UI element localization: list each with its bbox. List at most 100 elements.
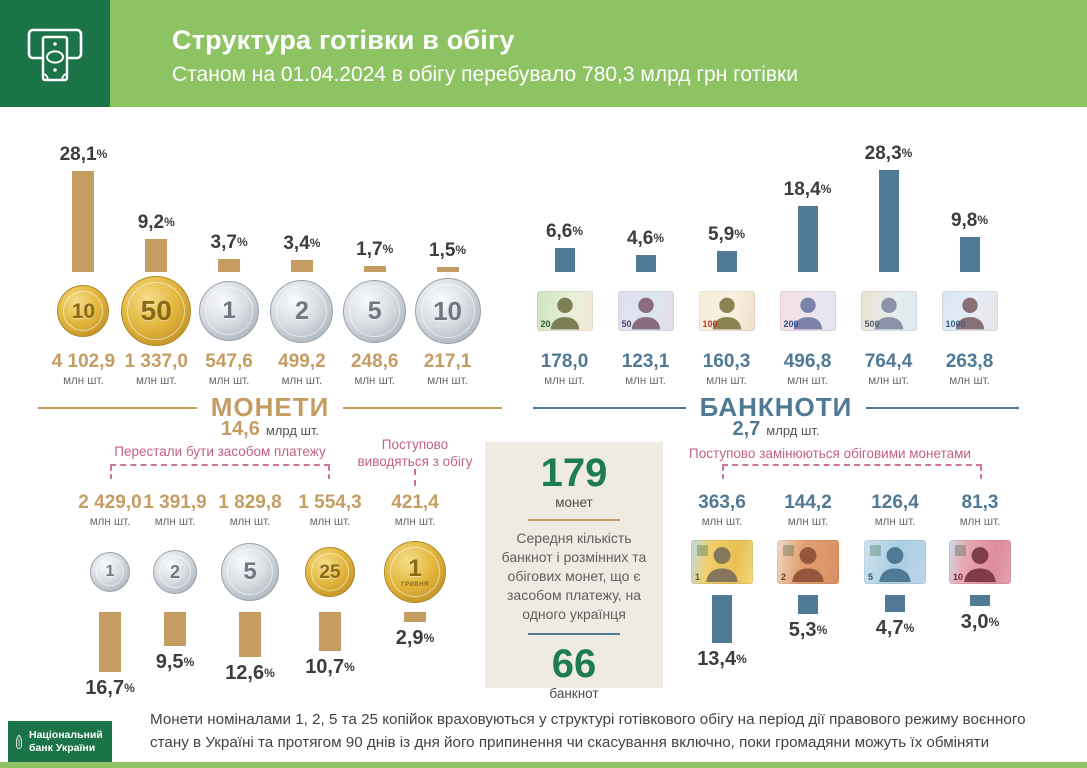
count-unit: млн шт. (354, 375, 396, 387)
coin-50kop-image: 50 (121, 276, 192, 346)
page-subtitle: Станом на 01.04.2024 в обігу перебувало … (172, 63, 798, 86)
banknote-1hrn-image: 1 (691, 540, 753, 584)
count-value: 363,6 (698, 492, 746, 513)
percent-label: 5,9% (707, 223, 746, 245)
coins-per-capita-value: 179 (540, 451, 608, 495)
banknotes-per-capita-value: 66 (551, 642, 597, 687)
coin-col-1hrn: 3,7% 1 547,6 млн шт. (193, 124, 266, 387)
header-logo-square (0, 0, 110, 107)
banknote-2hrn-image: 2 (777, 540, 839, 584)
old-coin-col-1kop: 2 429,0 млн шт. 1 16,7% (75, 488, 145, 700)
cash-withdrawal-icon (27, 28, 83, 81)
coins-section-divider: МОНЕТИ (38, 392, 503, 423)
banknotes-bar (797, 595, 818, 615)
count-unit: млн шт. (281, 375, 323, 387)
percent-label: 2,9% (395, 627, 435, 650)
coins-bar (290, 259, 313, 272)
coins-per-capita-label: монет (555, 495, 593, 510)
old-banknote-col-10: 81,3 млн шт. 10 3,0% (938, 488, 1022, 634)
count-unit: млн шт. (625, 375, 666, 387)
person-silhouette-icon (793, 297, 822, 330)
count-value: 499,2 (278, 351, 326, 372)
count-unit: млн шт. (154, 516, 196, 528)
count-value: 1 829,8 (218, 492, 282, 513)
banknote-10hrn-image: 10 (949, 540, 1011, 584)
coin-1kop-image: 1 (90, 552, 130, 592)
coins-bar (403, 612, 426, 623)
annotation-withdrawing: Поступово виводяться з обігу (357, 437, 473, 469)
banknote-500-image: 500 (860, 291, 917, 331)
person-silhouette-icon (874, 297, 903, 330)
bracket-stopped-payment (110, 464, 330, 479)
coins-bar (72, 170, 95, 272)
coins-bar (163, 612, 186, 647)
banknotes-bar (969, 595, 990, 606)
bracket-replaced-by-coins (722, 464, 982, 479)
banknote-col-200: 18,4% 200 496,8 млн шт. (767, 124, 848, 387)
coin-1hryvnia-image: 1 ГРИВНЯ (384, 541, 446, 603)
count-value: 81,3 (961, 492, 999, 513)
bottom-green-strip (0, 762, 1087, 768)
coins-bar (98, 612, 121, 673)
old-banknote-col-1: 363,6 млн шт. 1 13,4% (680, 488, 764, 671)
banknotes-section-divider: БАНКНОТИ (533, 392, 1020, 423)
count-unit: млн шт. (394, 516, 436, 528)
coin-2kop-image: 2 (153, 550, 197, 594)
banknotes-section-title: БАНКНОТИ (699, 392, 853, 422)
percent-label: 28,1% (59, 143, 108, 165)
banknotes-bar (797, 205, 818, 272)
count-value: 496,8 (783, 351, 832, 372)
percent-label: 9,8% (950, 209, 989, 231)
old-coin-col-25kop: 1 554,3 млн шт. 25 10,7% (295, 488, 365, 679)
coin-col-10kop: 28,1% 10 4 102,9 млн шт. (47, 124, 120, 387)
count-value: 144,2 (784, 492, 832, 513)
count-unit: млн шт. (787, 375, 828, 387)
person-silhouette-icon (712, 297, 741, 330)
percent-label: 9,2% (137, 211, 175, 233)
count-unit: млн шт. (959, 516, 1001, 528)
count-unit: млн шт. (874, 516, 916, 528)
coin-2hrn-image: 2 (270, 279, 334, 343)
coins-bar (363, 265, 386, 272)
count-value: 263,8 (945, 351, 994, 372)
percent-label: 10,7% (305, 655, 355, 678)
count-value: 126,4 (871, 492, 919, 513)
nbu-logo: Національний банк України (8, 721, 112, 763)
annotation-replaced-by-coins: Поступово замінюються обіговими монетами (689, 446, 971, 461)
banknotes-bar (884, 595, 905, 612)
banknote-20-image: 20 (536, 291, 593, 331)
banknotes-bar (635, 255, 656, 272)
coin-1hrn-image: 1 (199, 281, 260, 341)
person-silhouette-icon (550, 297, 579, 330)
old-coin-col-1hryvnia: 421,4 млн шт. 1 ГРИВНЯ 2,9% (380, 488, 450, 650)
coin-col-5hrn: 1,7% 5 248,6 млн шт. (338, 124, 411, 387)
percent-label: 4,6% (626, 228, 665, 250)
coins-bar (218, 258, 241, 272)
coin-col-10hrn: 1,5% 10 217,1 млн шт. (411, 124, 484, 387)
count-unit: млн шт. (427, 375, 468, 387)
banknote-col-20: 6,6% 20 178,0 млн шт. (524, 124, 605, 387)
person-silhouette-icon (955, 297, 984, 330)
count-value: 764,4 (864, 351, 913, 372)
banknote-col-500: 28,3% 500 764,4 млн шт. (848, 124, 929, 387)
coins-bar (145, 238, 168, 272)
per-capita-description: Середня кількість банкнот і розмінних та… (501, 530, 647, 623)
count-unit: млн шт. (701, 516, 743, 528)
count-value: 160,3 (702, 351, 751, 372)
dash-withdrawing (414, 469, 416, 486)
banknotes-bar (554, 248, 575, 272)
annotation-stopped-payment: Перестали бути засобом платежу (114, 444, 326, 459)
coins-bar (318, 612, 341, 651)
percent-label: 28,3% (864, 143, 913, 165)
banknote-100-image: 100 (698, 291, 755, 331)
count-unit: млн шт. (63, 375, 104, 387)
count-value: 217,1 (423, 351, 472, 372)
percent-label: 1,7% (356, 238, 394, 260)
count-unit: млн шт. (706, 375, 747, 387)
count-value: 421,4 (391, 492, 439, 513)
count-value: 1 337,0 (124, 351, 188, 372)
old-banknote-col-5: 126,4 млн шт. 5 4,7% (853, 488, 937, 640)
banknotes-per-capita-label: банкнот (549, 686, 599, 702)
person-silhouette-icon (964, 547, 996, 583)
count-value: 1 554,3 (298, 492, 362, 513)
